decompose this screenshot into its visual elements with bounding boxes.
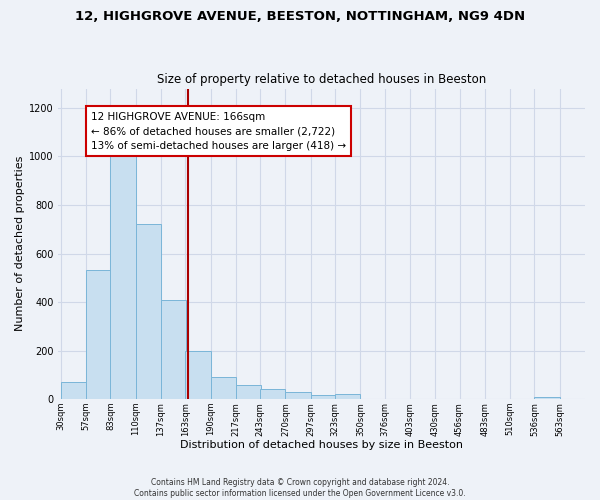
Bar	[185, 350, 211, 399]
Bar	[335, 394, 361, 399]
Bar	[161, 300, 186, 399]
Bar	[535, 396, 560, 399]
Y-axis label: Number of detached properties: Number of detached properties	[15, 156, 25, 332]
Text: 12 HIGHGROVE AVENUE: 166sqm
← 86% of detached houses are smaller (2,722)
13% of : 12 HIGHGROVE AVENUE: 166sqm ← 86% of det…	[91, 112, 346, 151]
Text: 12, HIGHGROVE AVENUE, BEESTON, NOTTINGHAM, NG9 4DN: 12, HIGHGROVE AVENUE, BEESTON, NOTTINGHA…	[75, 10, 525, 23]
Title: Size of property relative to detached houses in Beeston: Size of property relative to detached ho…	[157, 73, 486, 86]
Text: Contains HM Land Registry data © Crown copyright and database right 2024.
Contai: Contains HM Land Registry data © Crown c…	[134, 478, 466, 498]
Bar	[86, 270, 112, 399]
Bar	[311, 396, 336, 399]
Bar	[136, 224, 161, 399]
X-axis label: Distribution of detached houses by size in Beeston: Distribution of detached houses by size …	[180, 440, 463, 450]
Bar	[211, 377, 236, 399]
Bar	[110, 156, 136, 399]
Bar	[236, 384, 261, 399]
Bar	[260, 390, 286, 399]
Bar	[61, 382, 86, 399]
Bar	[286, 392, 311, 399]
